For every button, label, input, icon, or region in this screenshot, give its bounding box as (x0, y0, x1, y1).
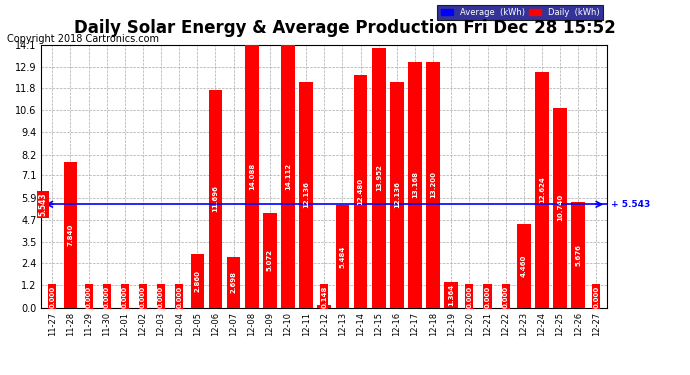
Legend: Average  (kWh), Daily  (kWh): Average (kWh), Daily (kWh) (437, 4, 603, 20)
Text: 10.740: 10.740 (557, 194, 563, 221)
Bar (282, 45, 295, 308)
Bar (553, 108, 567, 307)
Text: 0.000: 0.000 (86, 285, 92, 308)
Text: 0.000: 0.000 (104, 285, 110, 308)
Bar (317, 305, 331, 308)
Text: 0.000: 0.000 (502, 285, 509, 308)
Bar (299, 82, 313, 308)
Text: 0.000: 0.000 (158, 285, 164, 308)
Text: Copyright 2018 Cartronics.com: Copyright 2018 Cartronics.com (7, 34, 159, 44)
Text: 0.000: 0.000 (176, 285, 182, 308)
Text: 0.000: 0.000 (593, 285, 600, 308)
Bar (227, 257, 240, 307)
Bar (335, 206, 349, 308)
Text: Daily Solar Energy & Average Production Fri Dec 28 15:52: Daily Solar Energy & Average Production … (74, 19, 616, 37)
Bar (245, 45, 259, 308)
Bar (535, 72, 549, 308)
Bar (426, 62, 440, 308)
Bar (190, 254, 204, 308)
Text: 0.000: 0.000 (484, 285, 491, 308)
Text: 13.168: 13.168 (412, 171, 418, 198)
Bar (444, 282, 458, 308)
Bar (517, 225, 531, 308)
Text: 13.952: 13.952 (375, 164, 382, 191)
Bar (571, 202, 585, 308)
Text: 0.000: 0.000 (49, 285, 55, 308)
Text: + 5.543: + 5.543 (611, 200, 650, 209)
Text: 12.480: 12.480 (357, 178, 364, 205)
Text: 14.112: 14.112 (285, 163, 291, 190)
Bar (208, 90, 222, 308)
Text: 7.840: 7.840 (68, 224, 73, 246)
Text: 1.364: 1.364 (448, 284, 454, 306)
Text: 4.460: 4.460 (521, 255, 526, 277)
Text: 0.000: 0.000 (122, 285, 128, 308)
Text: 11.696: 11.696 (213, 185, 219, 212)
Text: 5.676: 5.676 (575, 244, 581, 266)
Text: 12.136: 12.136 (394, 181, 400, 208)
Bar (354, 75, 367, 307)
Text: 2.860: 2.860 (195, 270, 200, 292)
Text: 12.136: 12.136 (303, 181, 309, 208)
Text: 5.072: 5.072 (267, 249, 273, 271)
Text: 5.543: 5.543 (39, 192, 48, 216)
Bar (63, 162, 77, 308)
Text: 0.000: 0.000 (466, 285, 473, 308)
Text: 13.200: 13.200 (430, 171, 436, 198)
Bar (372, 48, 386, 308)
Text: 12.624: 12.624 (539, 177, 545, 203)
Text: 0.148: 0.148 (322, 285, 327, 308)
Bar (263, 213, 277, 308)
Text: 5.484: 5.484 (339, 245, 346, 268)
Text: 14.088: 14.088 (249, 163, 255, 190)
Bar (390, 82, 404, 308)
Text: 0.000: 0.000 (140, 285, 146, 308)
Bar (408, 62, 422, 308)
Text: 2.698: 2.698 (230, 272, 237, 293)
